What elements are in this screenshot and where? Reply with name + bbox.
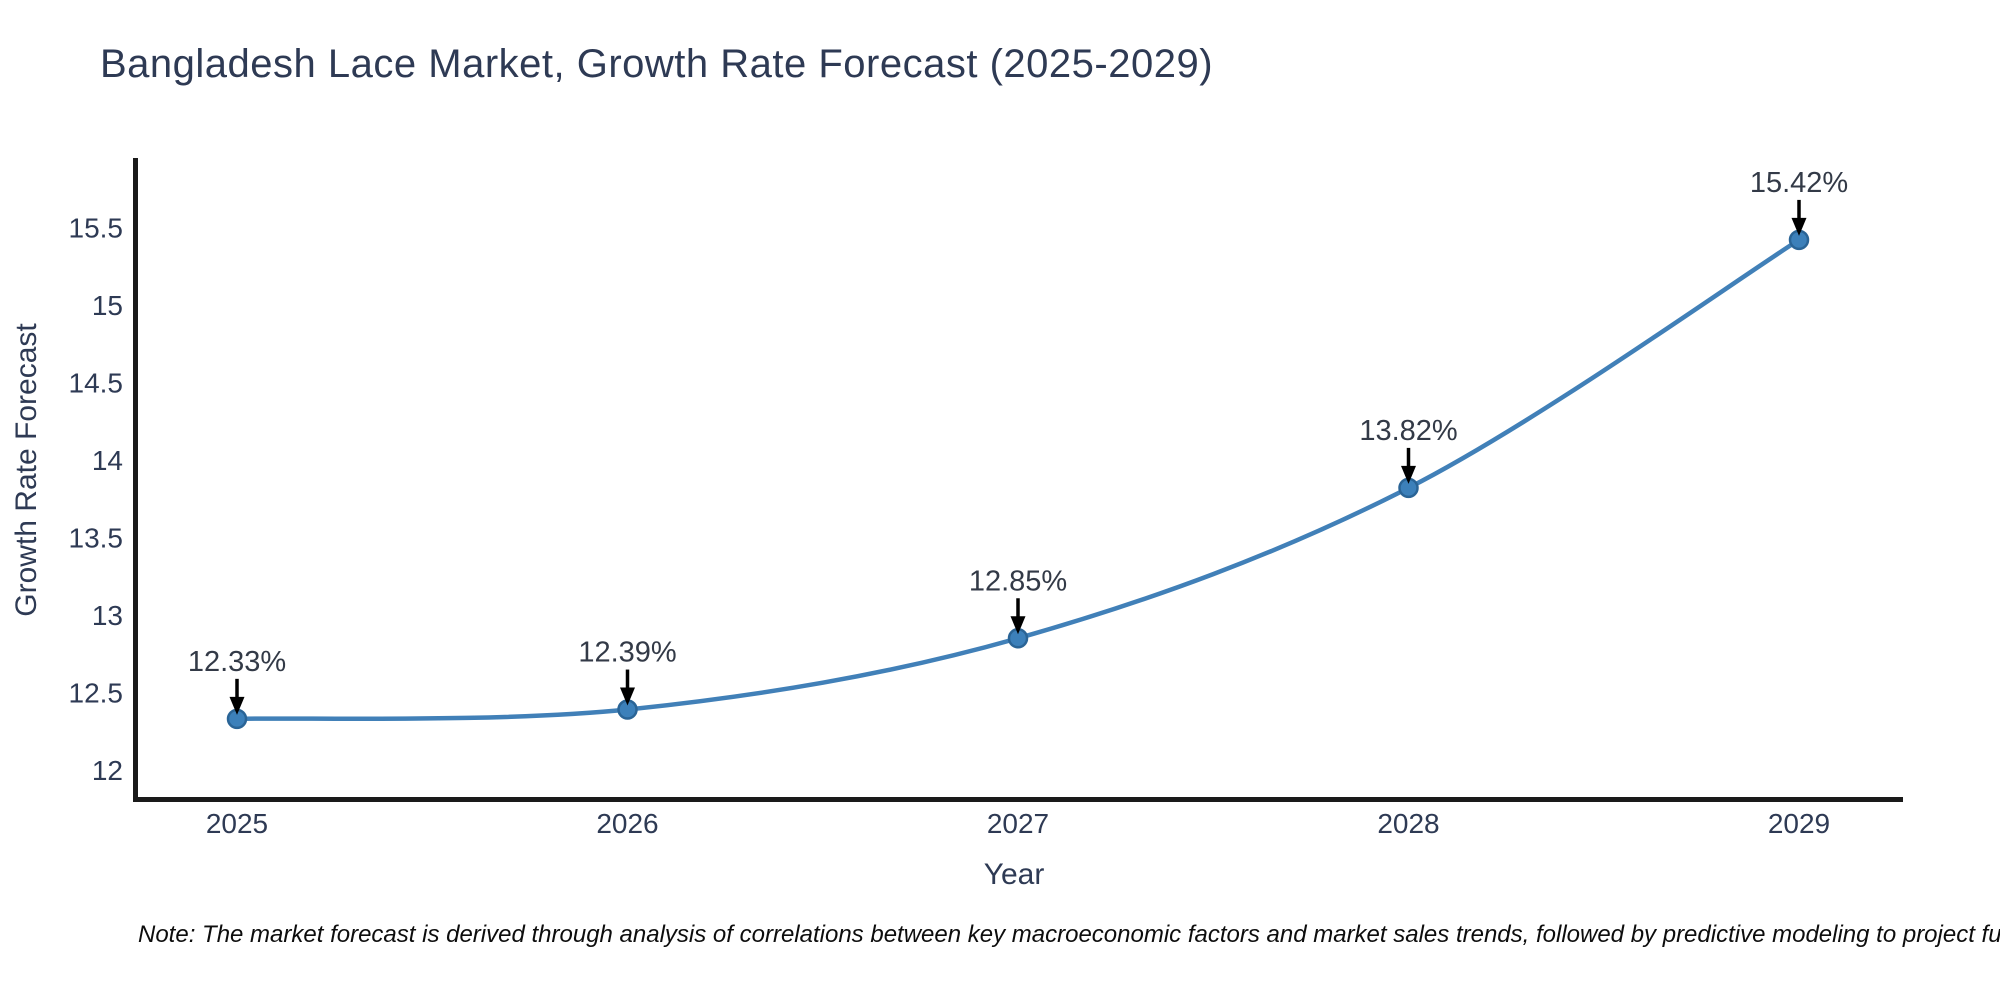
annotation-label: 12.39% [578,637,676,669]
point-annotation: 12.39% [578,637,677,706]
x-tick-label: 2028 [1377,808,1439,839]
x-axis-title: Year [983,858,1045,891]
annotation-arrowhead-icon [1010,616,1026,635]
methodology-note: Note: The market forecast is derived thr… [138,921,2000,948]
annotation-arrowhead-icon [1791,217,1807,236]
annotation-label: 12.85% [969,565,1067,597]
y-tick-label: 13.5 [69,523,124,554]
annotation-layer: 12.33% 12.39% 12.85% 13.82% 15.42% [188,167,1848,715]
annotation-label: 15.42% [1750,167,1848,199]
annotation-label: 13.82% [1359,415,1457,447]
point-annotation: 15.42% [1750,167,1848,236]
x-tick-label: 2029 [1768,808,1830,839]
annotation-arrowhead-icon [620,687,635,706]
point-annotation: 13.82% [1359,415,1458,484]
annotation-arrowhead-icon [1401,465,1416,484]
y-tick-label: 15 [92,290,123,321]
chart-title: Bangladesh Lace Market, Growth Rate Fore… [100,42,1214,86]
y-tick-label: 12.5 [69,678,124,709]
x-tick-label: 2025 [206,808,268,839]
y-tick-label: 13 [92,600,123,631]
x-tick-label: 2026 [596,808,658,839]
series-layer [226,229,1810,730]
y-tick-label: 12 [92,755,123,786]
ticks-layer: 12 12.5 13 13.5 14 14.5 15 15.5 2025 2026 2027 2028… [69,213,1831,840]
point-annotation: 12.85% [969,565,1067,635]
point-annotation: 12.33% [188,646,286,715]
y-tick-label: 14 [92,445,123,476]
annotation-label: 12.33% [188,646,286,678]
axes-layer [133,158,1903,802]
x-tick-label: 2027 [987,808,1049,839]
annotation-arrowhead-icon [229,696,245,715]
y-tick-label: 14.5 [69,368,124,399]
y-tick-label: 15.5 [69,213,124,244]
